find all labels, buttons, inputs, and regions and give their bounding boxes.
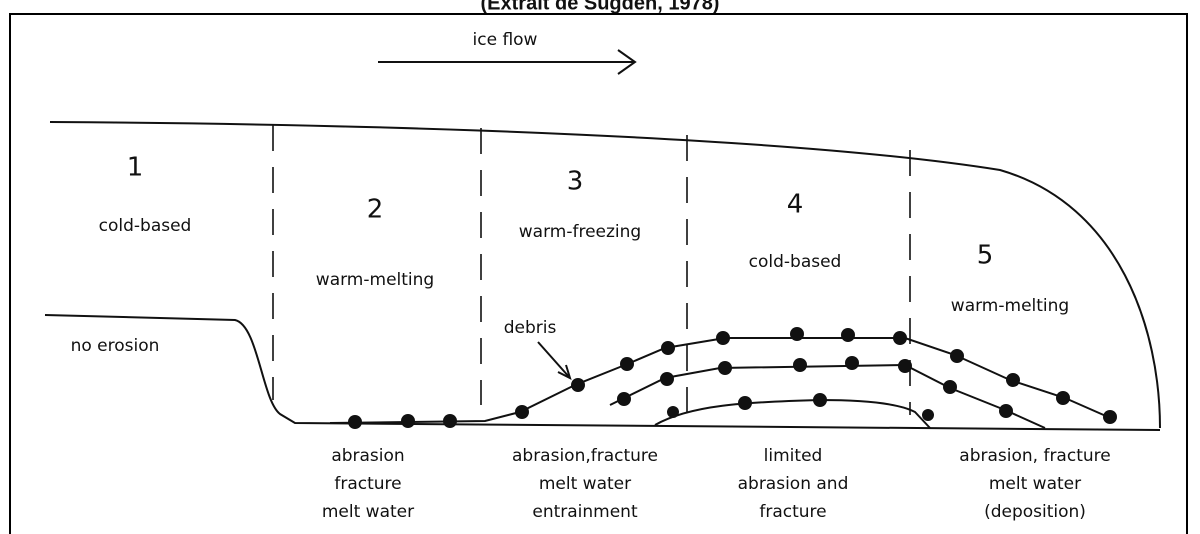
zone-number: 5 (977, 241, 994, 271)
flow-arrow (378, 49, 637, 75)
process-text: entrainment (532, 502, 638, 522)
debris-pointer (537, 341, 572, 380)
process-text: fracture (334, 474, 401, 494)
debris-particles (348, 327, 1117, 429)
frame (9, 13, 1188, 534)
zone-label: warm-freezing (519, 222, 641, 242)
annotation: no erosion (71, 336, 160, 356)
zone-label: cold-based (99, 216, 192, 236)
process-text: abrasion, fracture (959, 446, 1110, 466)
annotation: debris (504, 318, 557, 338)
zone-number: 4 (787, 190, 804, 220)
zone-number: 1 (127, 153, 144, 183)
flow-label: ice flow (473, 30, 538, 50)
process-text: (deposition) (984, 502, 1086, 522)
process-text: melt water (989, 474, 1081, 494)
zone-label: warm-melting (316, 270, 434, 290)
zone-label: cold-based (749, 252, 842, 272)
process-text: fracture (759, 502, 826, 522)
process-text: limited (764, 446, 823, 466)
title: (Extrait de Sugden, 1978) (481, 0, 720, 14)
process-text: abrasion,fracture (512, 446, 658, 466)
process-text: melt water (539, 474, 631, 494)
zone-label: warm-melting (951, 296, 1069, 316)
zone-number: 2 (367, 195, 384, 225)
process-text: abrasion and (738, 474, 849, 494)
process-text: melt water (322, 502, 414, 522)
processes: abrasion fracture melt water abrasion,fract… (322, 446, 1111, 522)
zone-number: 3 (567, 167, 584, 197)
bed (44, 314, 1161, 431)
process-text: abrasion (331, 446, 404, 466)
ice-surface (49, 121, 1161, 429)
